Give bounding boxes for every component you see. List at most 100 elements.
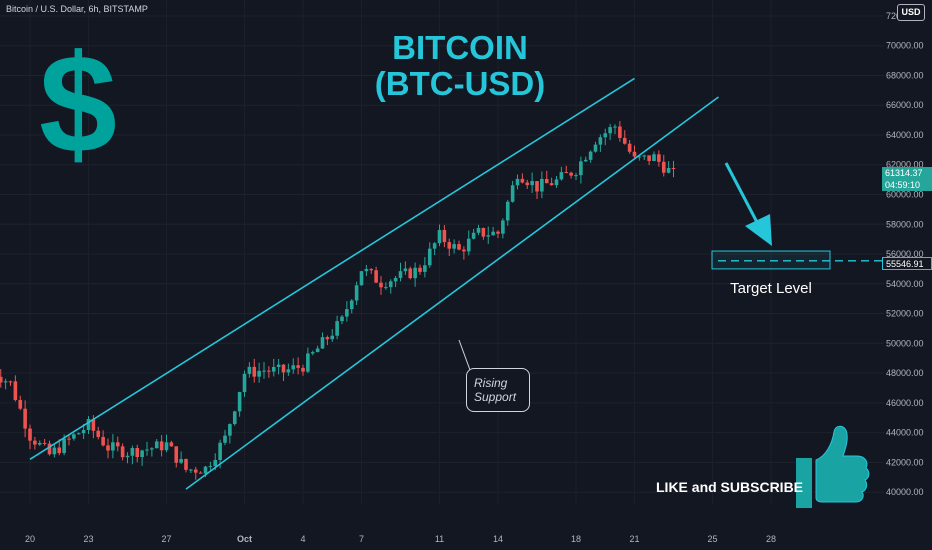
- y-tick-label: 54000.00: [886, 279, 924, 289]
- candle-body: [340, 316, 344, 322]
- candle-body: [525, 182, 530, 186]
- candle-body: [447, 242, 452, 249]
- y-tick-label: 42000.00: [886, 457, 924, 467]
- candle-body: [510, 185, 515, 202]
- x-tick-label: 21: [629, 534, 639, 544]
- candle-body: [33, 440, 37, 445]
- candle-body: [379, 282, 383, 288]
- candle-body: [637, 156, 642, 158]
- candle-body: [583, 159, 588, 162]
- candle-body: [588, 151, 593, 160]
- candle-body: [0, 376, 3, 383]
- candle-body: [369, 269, 374, 271]
- price-axis[interactable]: 40000.00 42000.00 44000.00 46000.00 48000.00…: [886, 11, 924, 497]
- candle-body: [13, 381, 18, 401]
- candle-body: [384, 287, 388, 289]
- channel-lower-line: [185, 96, 719, 490]
- candle-body: [72, 434, 76, 439]
- candle-body: [125, 455, 130, 458]
- chart-title: BITCOIN (BTC-USD): [360, 30, 560, 102]
- symbol-header[interactable]: Bitcoin / U.S. Dollar, 6h, BITSTAMP: [6, 4, 148, 14]
- target-price-value: 55546.91: [886, 259, 924, 269]
- candle-body: [150, 448, 154, 450]
- candles: [0, 121, 676, 480]
- candle-body: [471, 232, 476, 239]
- candle-body: [569, 172, 573, 176]
- y-tick-label: 66000.00: [886, 100, 924, 110]
- x-tick-label: 27: [161, 534, 171, 544]
- candle-body: [549, 183, 554, 186]
- x-tick-label: 18: [571, 534, 581, 544]
- candle-body: [145, 449, 149, 451]
- candle-body: [579, 161, 583, 176]
- candle-body: [345, 309, 349, 317]
- target-price-tag[interactable]: 55546.91: [882, 257, 932, 270]
- annotations-layer: [458, 162, 870, 508]
- candle-body: [252, 366, 257, 377]
- y-tick-label: 68000.00: [886, 70, 924, 80]
- candle-body: [52, 447, 57, 455]
- y-tick-label: 70000.00: [886, 41, 924, 51]
- time-axis[interactable]: 20 23 27 Oct 4 7 11 14 18 21 25 28: [25, 534, 776, 544]
- candle-body: [28, 428, 32, 441]
- candle-body: [18, 400, 23, 409]
- candle-body: [86, 419, 91, 431]
- last-price-tag[interactable]: 61314.37 04:59:10: [882, 167, 932, 191]
- down-arrow-icon: [745, 214, 772, 246]
- candle-body: [632, 151, 637, 157]
- candle-body: [208, 466, 213, 468]
- candle-body: [452, 244, 456, 249]
- candle-body: [466, 238, 471, 252]
- candle-body: [374, 270, 378, 283]
- candle-body: [515, 178, 520, 186]
- candle-body: [174, 446, 179, 463]
- candle-body: [296, 365, 300, 368]
- candle-body: [457, 244, 461, 250]
- currency-badge[interactable]: USD: [897, 4, 925, 21]
- candle-body: [81, 430, 86, 434]
- y-tick-label: 52000.00: [886, 309, 924, 319]
- like-subscribe-label: LIKE and SUBSCRIBE: [656, 479, 804, 495]
- candle-body: [432, 243, 437, 249]
- candle-body: [671, 168, 676, 170]
- candle-body: [442, 229, 447, 243]
- last-price-value: 61314.37: [885, 168, 923, 178]
- candle-body: [354, 285, 359, 301]
- y-tick-label: 56000.00: [886, 249, 924, 259]
- x-tick-label: 28: [766, 534, 776, 544]
- thumb-hand: [815, 425, 870, 503]
- candle-body: [618, 126, 622, 138]
- candle-body: [349, 300, 354, 310]
- candle-body: [622, 137, 627, 144]
- candle-body: [193, 469, 198, 473]
- target-box: [711, 250, 831, 270]
- candle-body: [164, 442, 169, 451]
- candle-body: [140, 450, 144, 458]
- candle-body: [262, 370, 266, 372]
- candle-body: [486, 235, 491, 237]
- title-line-1: BITCOIN: [392, 29, 528, 66]
- candle-body: [476, 227, 481, 233]
- bar-countdown: 04:59:10: [885, 180, 921, 190]
- candle-body: [491, 231, 495, 236]
- candle-body: [652, 154, 656, 161]
- candle-body: [267, 370, 271, 372]
- thumb-cuff: [796, 458, 812, 508]
- candle-body: [106, 445, 110, 451]
- candle-body: [111, 442, 115, 451]
- candle-body: [203, 466, 208, 474]
- candle-body: [306, 353, 310, 372]
- x-tick-label: 23: [83, 534, 93, 544]
- candle-body: [535, 181, 539, 192]
- candle-body: [159, 441, 164, 451]
- rising-support-line-1: Rising: [474, 376, 508, 390]
- candle-body: [481, 227, 486, 237]
- y-tick-label: 58000.00: [886, 219, 924, 229]
- candle-body: [130, 448, 135, 456]
- y-tick-label: 64000.00: [886, 130, 924, 140]
- x-tick-label: 4: [300, 534, 305, 544]
- candle-body: [301, 367, 305, 372]
- y-tick-label: 62000.00: [886, 160, 924, 170]
- candle-body: [325, 337, 330, 340]
